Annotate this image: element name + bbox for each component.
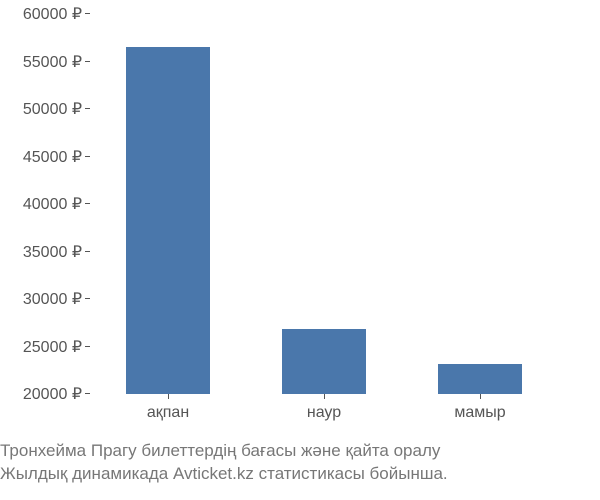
caption-line: Жылдық динамикада Avticket.kz статистика…: [0, 463, 600, 486]
x-tick-mark: [324, 394, 325, 399]
y-tick-label: 35000 ₽: [23, 242, 90, 262]
x-tick-mark: [168, 394, 169, 399]
bar: [282, 329, 366, 394]
y-tick-label: 25000 ₽: [23, 337, 90, 357]
y-tick-mark: [85, 61, 90, 62]
plot-region: 20000 ₽25000 ₽30000 ₽35000 ₽40000 ₽45000…: [90, 14, 558, 394]
y-tick-label: 60000 ₽: [23, 4, 90, 24]
y-tick-mark: [85, 108, 90, 109]
chart-area: 20000 ₽25000 ₽30000 ₽35000 ₽40000 ₽45000…: [90, 14, 558, 394]
y-tick-mark: [85, 393, 90, 394]
y-tick-label: 45000 ₽: [23, 147, 90, 167]
y-tick-label: 40000 ₽: [23, 194, 90, 214]
y-tick-label: 55000 ₽: [23, 52, 90, 72]
y-tick-label: 20000 ₽: [23, 384, 90, 404]
y-tick-label: 50000 ₽: [23, 99, 90, 119]
y-tick-mark: [85, 251, 90, 252]
y-tick-mark: [85, 298, 90, 299]
y-tick-mark: [85, 203, 90, 204]
y-tick-mark: [85, 13, 90, 14]
y-tick-mark: [85, 346, 90, 347]
bar: [126, 47, 210, 394]
x-tick-mark: [480, 394, 481, 399]
y-tick-mark: [85, 156, 90, 157]
caption-line: Тронхейма Прагу билеттердің бағасы және …: [0, 440, 600, 463]
y-tick-label: 30000 ₽: [23, 289, 90, 309]
caption: Тронхейма Прагу билеттердің бағасы және …: [0, 440, 600, 486]
bar: [438, 364, 522, 394]
root: { "chart": { "type": "bar", "categories"…: [0, 0, 600, 500]
